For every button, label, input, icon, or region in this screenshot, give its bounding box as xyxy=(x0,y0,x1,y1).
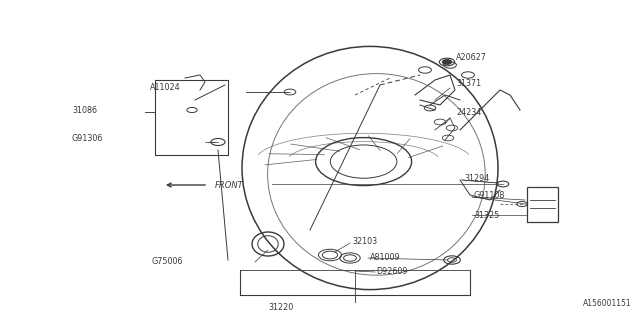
Text: G91108: G91108 xyxy=(474,190,506,199)
Text: 31325: 31325 xyxy=(474,211,499,220)
Text: 31294: 31294 xyxy=(464,173,489,182)
Text: A20627: A20627 xyxy=(456,52,487,61)
Circle shape xyxy=(442,60,451,64)
Text: 24234: 24234 xyxy=(456,108,481,116)
Text: A81009: A81009 xyxy=(370,252,401,261)
Text: 31371: 31371 xyxy=(456,78,481,87)
Text: FRONT: FRONT xyxy=(215,180,244,189)
Text: 32103: 32103 xyxy=(352,236,377,245)
Text: D92609: D92609 xyxy=(376,268,408,276)
Text: A11024: A11024 xyxy=(150,83,180,92)
Text: G91306: G91306 xyxy=(72,133,104,142)
Text: 31220: 31220 xyxy=(268,302,293,311)
Text: G75006: G75006 xyxy=(152,258,184,267)
Text: A156001151: A156001151 xyxy=(584,299,632,308)
Text: 31086: 31086 xyxy=(72,106,97,115)
Bar xyxy=(527,187,558,222)
Bar xyxy=(155,80,228,155)
